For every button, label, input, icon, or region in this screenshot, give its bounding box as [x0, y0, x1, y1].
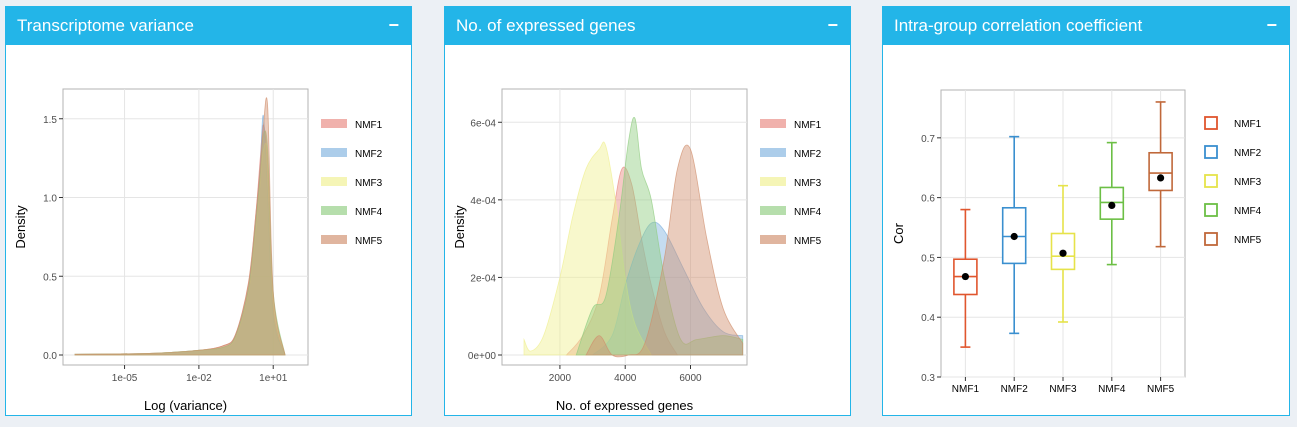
- y-tick-label: 2e-04: [470, 273, 496, 284]
- mean-point: [1157, 174, 1165, 182]
- legend-swatch: [1204, 145, 1218, 159]
- legend-label: NMF3: [794, 178, 822, 189]
- legend-label: NMF1: [355, 120, 383, 131]
- mean-point: [961, 272, 969, 281]
- y-tick-label: 6e-04: [470, 118, 496, 129]
- y-tick-label: 0e+00: [468, 351, 497, 362]
- legend-swatch: [760, 235, 786, 244]
- legend-label: NMF4: [355, 207, 383, 218]
- y-tick-label: 0.6: [921, 194, 935, 205]
- boxplot-chart-correlation: 0.3 0.4 0.5 0.6 0.7 Cor NMF1 NMF2 NMF3 NMF4 NMF5 NM…: [891, 89, 1262, 395]
- collapse-button[interactable]: −: [1266, 15, 1277, 35]
- collapse-button[interactable]: −: [827, 15, 838, 35]
- y-tick-label: 0.4: [921, 313, 935, 324]
- legend-label: NMF2: [1234, 148, 1262, 159]
- panel-header: No. of expressed genes −: [445, 6, 850, 45]
- chart-area: 0.3 0.4 0.5 0.6 0.7 Cor NMF1 NMF2 NMF3 NMF4 NMF5 NM…: [883, 45, 1289, 415]
- density-area-nmf2: [591, 221, 744, 356]
- x-tick-label: 1e+01: [259, 373, 288, 384]
- y-axis-label: Cor: [891, 222, 906, 244]
- x-axis-label: No. of expressed genes: [556, 398, 694, 413]
- y-tick-label: 0.3: [921, 373, 935, 384]
- panel-correlation: Intra-group correlation coefficient − 0.…: [882, 6, 1290, 416]
- legend-label: NMF5: [1234, 235, 1262, 246]
- panel-transcriptome-variance: Transcriptome variance − 0.0 0.5 1.0 1.5 Den…: [5, 6, 412, 416]
- x-tick-label: NMF3: [1049, 384, 1077, 395]
- density-area-nmf5: [74, 97, 286, 356]
- legend-label: NMF2: [355, 149, 383, 160]
- y-tick-label: 0.5: [43, 272, 57, 283]
- panel-title: Transcriptome variance: [17, 16, 194, 35]
- legend-label: NMF4: [794, 207, 822, 218]
- legend-swatch: [1204, 116, 1218, 130]
- legend-label: NMF3: [355, 178, 383, 189]
- x-tick-label: 6000: [679, 373, 702, 384]
- legend-swatch: [760, 206, 786, 215]
- mean-point: [1010, 232, 1018, 241]
- legend-swatch: [760, 148, 786, 157]
- legend-swatch: [321, 206, 347, 215]
- density-chart-variance: 0.0 0.5 1.0 1.5 Density Log (variance) 1e-05 1e…: [13, 88, 383, 413]
- legend-swatch: [1204, 174, 1218, 188]
- y-axis-label: Density: [452, 205, 467, 249]
- x-tick-label: 1e-02: [186, 373, 212, 384]
- panel-header: Intra-group correlation coefficient −: [883, 6, 1289, 45]
- y-tick-label: 0.7: [921, 134, 935, 145]
- plot-panel: [62, 88, 309, 366]
- x-tick-label: NMF4: [1098, 384, 1126, 395]
- legend-swatch: [1204, 232, 1218, 246]
- legend-swatch: [321, 119, 347, 128]
- y-tick-label: 0.5: [921, 253, 935, 264]
- x-axis-label: Log (variance): [144, 398, 227, 413]
- legend-swatch: [760, 119, 786, 128]
- panel-title: No. of expressed genes: [456, 16, 636, 35]
- y-axis-label: Density: [13, 205, 28, 249]
- panel-header: Transcriptome variance −: [6, 6, 411, 45]
- x-tick-label: NMF1: [952, 384, 980, 395]
- density-area-nmf1: [565, 166, 679, 356]
- legend-label: NMF1: [1234, 119, 1262, 130]
- panel-expressed-genes: No. of expressed genes − 0e+00 2e-04 4e-04…: [444, 6, 851, 416]
- density-area-nmf3: [523, 141, 652, 356]
- legend-label: NMF3: [1234, 177, 1262, 188]
- legend-label: NMF5: [794, 236, 822, 247]
- chart-area: 0e+00 2e-04 4e-04 6e-04 Density No. of expres…: [445, 45, 850, 415]
- legend-swatch: [321, 177, 347, 186]
- mean-point: [1059, 249, 1067, 257]
- mean-point: [1108, 201, 1116, 209]
- legend-label: NMF5: [355, 236, 383, 247]
- density-chart-genes: 0e+00 2e-04 4e-04 6e-04 Density No. of expres…: [452, 88, 822, 413]
- x-tick-label: NMF5: [1147, 384, 1175, 395]
- density-area-nmf4: [575, 117, 744, 356]
- y-tick-label: 0.0: [43, 351, 57, 362]
- legend-swatch: [1204, 203, 1218, 217]
- legend-swatch: [760, 177, 786, 186]
- legend-label: NMF4: [1234, 206, 1262, 217]
- box-nmf5: [1148, 151, 1173, 192]
- panel-title: Intra-group correlation coefficient: [894, 16, 1143, 35]
- x-tick-label: 4000: [614, 373, 637, 384]
- plot-panel: [501, 88, 748, 366]
- legend-swatch: [321, 235, 347, 244]
- legend-swatch: [321, 148, 347, 157]
- x-tick-label: NMF2: [1001, 384, 1029, 395]
- x-tick-label: 1e-05: [112, 373, 138, 384]
- legend-label: NMF1: [794, 120, 822, 131]
- legend-label: NMF2: [794, 149, 822, 160]
- collapse-button[interactable]: −: [388, 15, 399, 35]
- y-tick-label: 1.0: [43, 194, 57, 205]
- chart-area: 0.0 0.5 1.0 1.5 Density Log (variance) 1e-05 1e…: [6, 45, 411, 415]
- y-tick-label: 4e-04: [470, 196, 496, 207]
- density-area-nmf5: [585, 144, 744, 358]
- x-tick-label: 2000: [549, 373, 572, 384]
- y-tick-label: 1.5: [43, 115, 57, 126]
